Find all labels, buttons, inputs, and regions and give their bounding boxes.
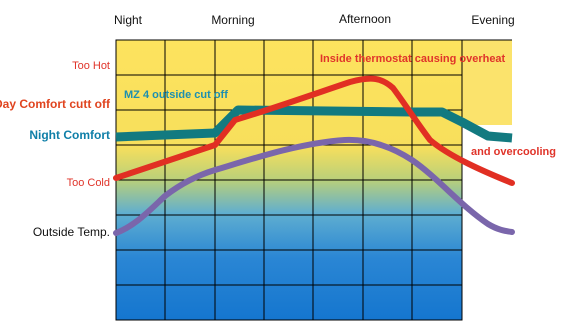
outside-temperature-line (113, 136, 515, 236)
evening-extension (462, 40, 512, 125)
row-label-too-hot: Too Hot (72, 60, 110, 72)
annotation-mz4-outside-cutoff: MZ 4 outside cut off (124, 89, 228, 101)
period-label-night: Night (114, 13, 143, 27)
row-label-night-comfort: Night Comfort (29, 128, 110, 142)
annotation-overheat: Inside thermostat causing overheat (320, 53, 506, 65)
row-label-day-comfort-cutoff: Day Comfort cutt off (0, 97, 111, 111)
grid (115, 39, 512, 321)
period-label-morning: Morning (211, 13, 254, 27)
mz4-outside-cutoff-line (115, 105, 513, 143)
period-label-afternoon: Afternoon (339, 12, 391, 26)
row-label-outside-temp: Outside Temp. (33, 225, 110, 239)
row-label-too-cold: Too Cold (67, 177, 110, 189)
inside-thermostat-line (113, 75, 515, 186)
period-label-evening: Evening (471, 13, 514, 27)
annotation-overcooling: and overcooling (471, 146, 556, 158)
